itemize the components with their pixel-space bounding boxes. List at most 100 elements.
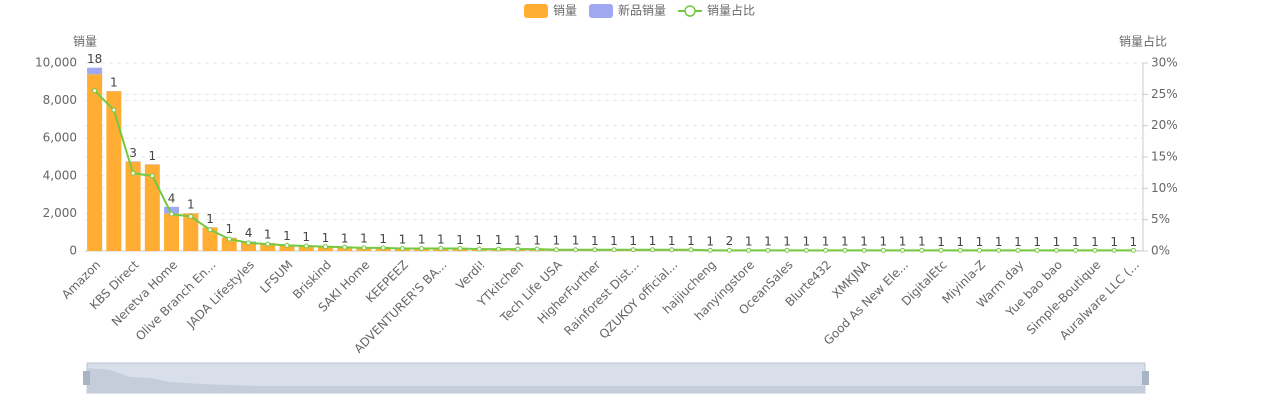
bar-label: 1 (610, 234, 618, 248)
line-point (399, 245, 405, 251)
y2-tick-label: 0% (1151, 244, 1170, 258)
bar-label: 1 (283, 229, 291, 243)
line-point (1130, 247, 1136, 253)
bar-label: 4 (168, 191, 176, 205)
y-tick-label: 10,000 (35, 56, 77, 70)
bar (202, 227, 218, 251)
line-point (1015, 247, 1021, 253)
zoom-handle[interactable] (1142, 371, 1149, 385)
line-point (630, 247, 636, 253)
line-point (919, 247, 925, 253)
line-point (438, 245, 444, 251)
line-point (303, 243, 309, 249)
line-point (130, 170, 136, 176)
bar-label: 1 (783, 234, 791, 248)
x-tick-label: Verdi! (453, 258, 488, 293)
y-tick-label: 8,000 (43, 93, 77, 107)
line-point (265, 241, 271, 247)
bar-label: 1 (1033, 235, 1041, 249)
bar-label: 1 (495, 233, 503, 247)
bar-label: 1 (341, 231, 349, 245)
bar-label: 1 (399, 232, 407, 246)
bar-label: 1 (437, 233, 445, 247)
line-point (823, 247, 829, 253)
zoom-handle[interactable] (83, 371, 90, 385)
line-point (957, 247, 963, 253)
bar (221, 237, 237, 251)
y2-tick-label: 5% (1151, 212, 1170, 226)
data-zoom[interactable] (83, 362, 1149, 394)
line-point (1073, 247, 1079, 253)
bar-label: 1 (110, 76, 118, 90)
bar-label: 1 (360, 232, 368, 246)
line-point (188, 214, 194, 220)
bar (164, 206, 180, 214)
line-point (726, 247, 732, 253)
y2-axis-title: 销量占比 (1119, 34, 1167, 49)
bar-label: 1 (1110, 235, 1118, 249)
bar-label: 1 (552, 234, 560, 248)
y-tick-label: 0 (69, 244, 77, 258)
bar-label: 1 (899, 235, 907, 249)
line-point (842, 247, 848, 253)
bar-label: 1 (803, 235, 811, 249)
bar-label: 1 (572, 234, 580, 248)
line-point (649, 247, 655, 253)
line-point (226, 236, 232, 242)
line-point (111, 107, 117, 113)
line-point (380, 245, 386, 251)
line-point (169, 211, 175, 217)
line-point (1053, 247, 1059, 253)
x-tick-label: JADA Lifestyles (183, 258, 257, 332)
line-point (515, 246, 521, 252)
bar (164, 213, 180, 251)
bar (87, 74, 103, 251)
line-point (149, 173, 155, 179)
bar-label: 1 (456, 233, 464, 247)
zoom-shadow (87, 368, 1145, 393)
line-point (996, 247, 1002, 253)
bar-label: 1 (822, 235, 830, 249)
bar-label: 3 (129, 146, 137, 160)
bar-label: 1 (995, 235, 1003, 249)
line-point (457, 245, 463, 251)
bar-label: 1 (187, 198, 195, 212)
bar-label: 1 (764, 234, 772, 248)
y-tick-label: 2,000 (43, 206, 77, 220)
line-point (880, 247, 886, 253)
bar-label: 1 (976, 235, 984, 249)
legend-swatch (524, 4, 548, 18)
bar-label: 1 (1014, 235, 1022, 249)
legend-label: 销量占比 (707, 3, 755, 18)
bar (125, 161, 141, 251)
line-point (207, 227, 213, 233)
bar (106, 91, 122, 251)
bar-label: 1 (149, 149, 157, 163)
line-point (92, 88, 98, 94)
bar (183, 213, 199, 251)
y-axis-title: 销量 (73, 35, 97, 49)
line-point (938, 247, 944, 253)
line-point (746, 247, 752, 253)
bar-label: 1 (322, 231, 330, 245)
line-point (592, 247, 598, 253)
bar-label: 1 (514, 233, 522, 247)
bar-label: 1 (225, 222, 233, 236)
bar-label: 18 (87, 52, 102, 66)
y-tick-label: 6,000 (43, 131, 77, 145)
y2-tick-label: 20% (1151, 118, 1178, 132)
line-point (611, 247, 617, 253)
line-point (861, 247, 867, 253)
y2-tick-label: 15% (1151, 150, 1178, 164)
legend-label: 新品销量 (618, 3, 666, 18)
legend-swatch (589, 4, 614, 18)
bar-label: 1 (649, 234, 657, 248)
y2-tick-label: 10% (1151, 181, 1178, 195)
line-point (496, 246, 502, 252)
line-point (688, 247, 694, 253)
x-tick-label: LFSUM (257, 258, 295, 296)
line-point (669, 247, 675, 253)
line-point (246, 240, 252, 246)
bar-label: 1 (1091, 235, 1099, 249)
line-point (1034, 247, 1040, 253)
